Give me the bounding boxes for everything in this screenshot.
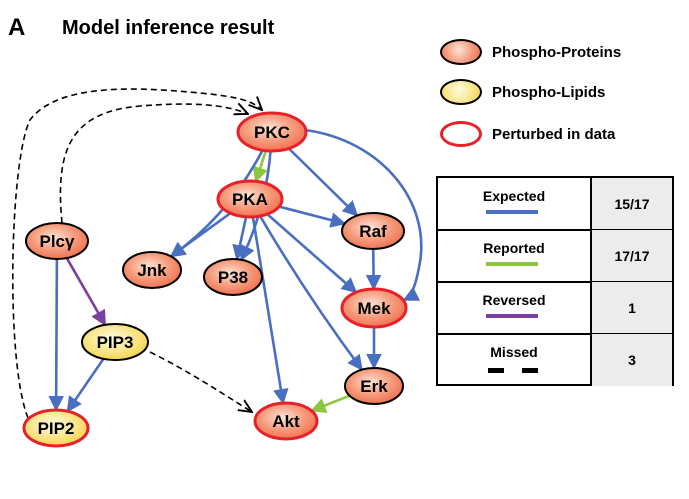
node-shape bbox=[340, 287, 408, 329]
panel-letter: A bbox=[8, 14, 26, 41]
figure-title: Model inference result bbox=[62, 17, 275, 39]
node-label: Jnk bbox=[137, 261, 167, 280]
reversed-line-swatch bbox=[486, 314, 538, 318]
node-label: Akt bbox=[272, 412, 300, 431]
node-shape bbox=[25, 222, 89, 260]
node-label: P38 bbox=[218, 268, 248, 287]
node-mek: Mek bbox=[340, 287, 408, 329]
edge-pkc-to-mek bbox=[304, 128, 423, 302]
node-label: Mek bbox=[357, 299, 391, 318]
node-shape bbox=[341, 212, 405, 250]
perturbed-swatch bbox=[440, 121, 482, 147]
node-shape bbox=[22, 408, 90, 448]
edge-pka-to-raf bbox=[278, 205, 347, 228]
edge-pka-to-akt bbox=[251, 216, 289, 405]
node-label: PKC bbox=[254, 123, 290, 142]
node-erk: Erk bbox=[344, 367, 404, 405]
node-label: Erk bbox=[360, 377, 388, 396]
expected-line-swatch bbox=[486, 210, 538, 214]
legend-item-perturbed: Perturbed in data bbox=[440, 120, 615, 148]
node-p38: P38 bbox=[203, 258, 263, 296]
edge-summary-table: Expected 15/17 Reported 17/17 Reversed 1… bbox=[436, 176, 674, 386]
edge-raf-to-mek bbox=[365, 248, 382, 291]
legend-label: Phospho-Proteins bbox=[492, 43, 622, 61]
row-divider bbox=[438, 229, 672, 231]
node-shape bbox=[216, 179, 284, 219]
summary-label: Expected bbox=[482, 188, 546, 204]
node-pkc: PKC bbox=[236, 111, 308, 153]
missed-dash-swatch bbox=[488, 368, 504, 373]
edge-pka-to-mek bbox=[266, 213, 358, 294]
node-label: Plcγ bbox=[40, 232, 76, 251]
node-plcg: Plcγ bbox=[25, 222, 89, 260]
edge-pka-to-erk bbox=[258, 215, 363, 371]
summary-value: 15/17 bbox=[590, 178, 672, 230]
summary-label: Missed bbox=[490, 344, 538, 360]
node-shape bbox=[81, 323, 149, 361]
node-jnk: Jnk bbox=[122, 251, 182, 289]
node-shape bbox=[253, 401, 319, 441]
summary-value: 1 bbox=[590, 282, 672, 334]
row-divider bbox=[438, 281, 672, 283]
node-label: Raf bbox=[359, 222, 387, 241]
edge-pip3-to-pip2 bbox=[66, 358, 105, 413]
summary-value: 3 bbox=[590, 334, 672, 386]
node-akt: Akt bbox=[253, 401, 319, 441]
phospho-lipid-swatch bbox=[440, 79, 482, 105]
node-label: PIP3 bbox=[97, 333, 134, 352]
legend-label: Perturbed in data bbox=[492, 125, 616, 143]
node-shape bbox=[236, 111, 308, 153]
edge-plcg-to-pkc bbox=[59, 104, 248, 224]
edge-plcg-to-pip2 bbox=[48, 258, 64, 412]
missed-dash-swatch bbox=[522, 368, 538, 373]
edge-pkc-to-raf bbox=[287, 147, 359, 217]
edge-erk-to-akt bbox=[310, 394, 351, 413]
edge-pip2-to-pkc bbox=[11, 88, 262, 419]
edge-pip3-to-akt bbox=[149, 351, 252, 412]
legend-label: Phospho-Lipids bbox=[492, 83, 606, 101]
reported-line-swatch bbox=[486, 262, 538, 266]
node-label: PIP2 bbox=[38, 419, 75, 438]
node-pip2: PIP2 bbox=[22, 408, 90, 448]
legend-item-phospho-proteins: Phospho-Proteins bbox=[440, 38, 621, 66]
summary-row-reversed: Reversed 1 bbox=[438, 282, 672, 334]
node-label: PKA bbox=[232, 190, 268, 209]
edge-pkc-to-pka bbox=[252, 150, 268, 183]
legend-item-phospho-lipids: Phospho-Lipids bbox=[440, 78, 605, 106]
summary-row-expected: Expected 15/17 bbox=[438, 178, 672, 230]
summary-value: 17/17 bbox=[590, 230, 672, 282]
node-pip3: PIP3 bbox=[81, 323, 149, 361]
edge-pka-to-jnk bbox=[169, 212, 232, 258]
node-pka: PKA bbox=[216, 179, 284, 219]
node-shape bbox=[122, 251, 182, 289]
edge-pka-to-p38 bbox=[232, 216, 248, 261]
row-divider bbox=[438, 333, 672, 335]
summary-label: Reversed bbox=[482, 292, 546, 308]
edge-plcg-to-pip3 bbox=[65, 257, 107, 327]
node-shape bbox=[203, 258, 263, 296]
summary-row-missed: Missed 3 bbox=[438, 334, 672, 386]
node-raf: Raf bbox=[341, 212, 405, 250]
summary-row-reported: Reported 17/17 bbox=[438, 230, 672, 282]
node-shape bbox=[344, 367, 404, 405]
summary-label: Reported bbox=[483, 240, 545, 256]
phospho-protein-swatch bbox=[440, 39, 482, 65]
